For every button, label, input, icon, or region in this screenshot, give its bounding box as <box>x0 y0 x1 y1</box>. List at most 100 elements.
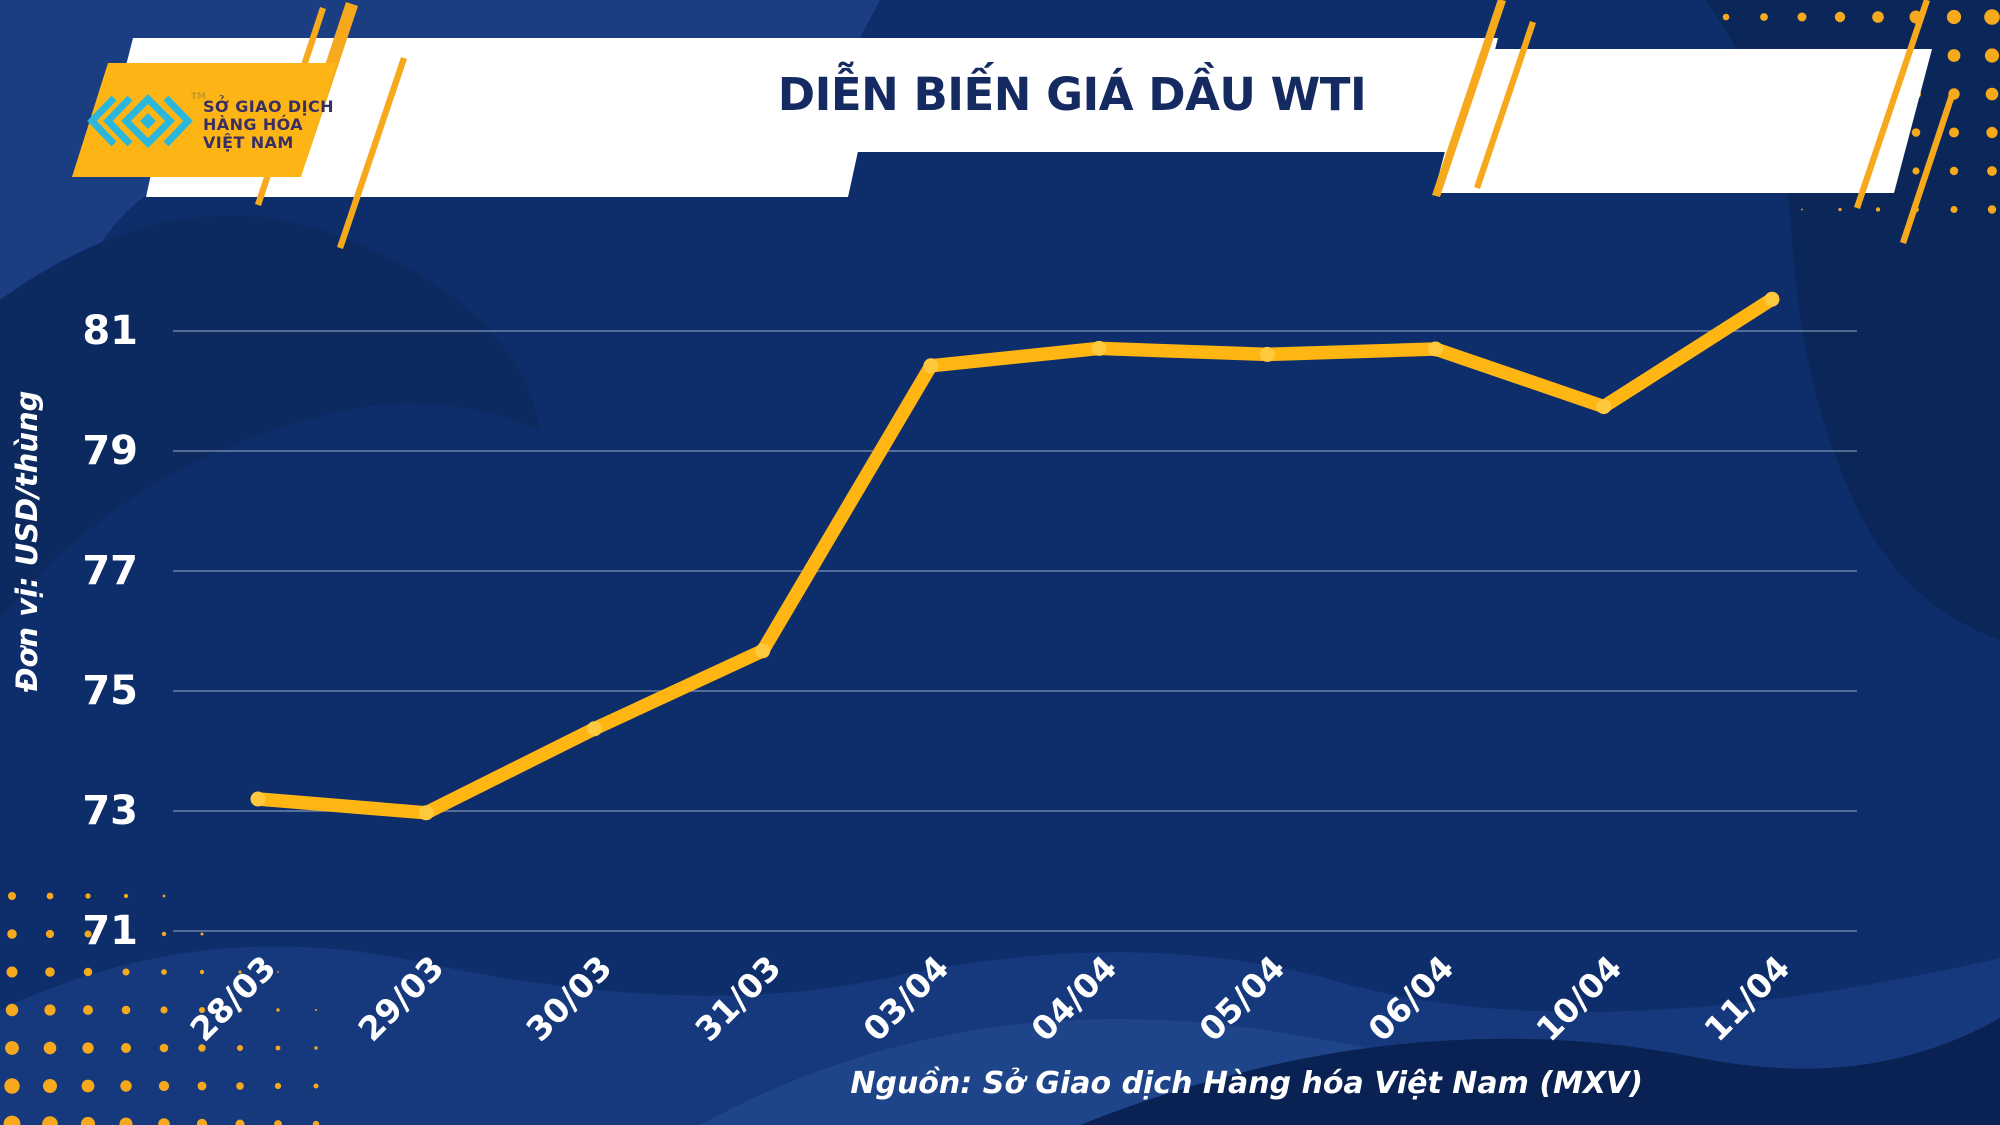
halftone-dot <box>82 1042 94 1054</box>
halftone-dot <box>1911 128 1921 137</box>
halftone-dot <box>237 1045 243 1051</box>
halftone-dot <box>85 893 91 899</box>
halftone-dot <box>1797 12 1807 22</box>
halftone-dot <box>45 929 55 939</box>
halftone-dot <box>1984 9 2000 25</box>
halftone-dot <box>160 1006 168 1014</box>
halftone-dot <box>4 1078 20 1094</box>
halftone-dot <box>315 1009 317 1011</box>
halftone-dot <box>1872 11 1884 23</box>
halftone-dot <box>197 1081 207 1091</box>
halftone-dot <box>1949 166 1959 176</box>
halftone-dot <box>7 929 17 939</box>
data-point-31-03 <box>755 643 771 659</box>
halftone-dot <box>42 1116 58 1125</box>
halftone-grid-bottom-left <box>3 892 320 1125</box>
halftone-dot <box>44 1004 56 1016</box>
halftone-dot <box>120 1080 132 1092</box>
data-point-28-03 <box>250 791 266 807</box>
accent-slash <box>1432 0 1506 197</box>
halftone-dot <box>161 969 167 975</box>
halftone-dot <box>119 1117 133 1125</box>
data-point-30-03 <box>586 721 602 737</box>
halftone-dot <box>199 1007 205 1013</box>
halftone-dot <box>121 1043 131 1053</box>
halftone-dot <box>238 970 242 974</box>
banner-panel-main <box>104 38 1498 152</box>
halftone-dot <box>1947 49 1961 62</box>
banner-panel-right <box>1434 49 1932 193</box>
halftone-dot <box>1986 126 1998 139</box>
data-point-10-04 <box>1596 399 1612 415</box>
mxv-logo-mark <box>87 94 193 148</box>
halftone-dot <box>159 1043 169 1053</box>
halftone-dot <box>81 1079 95 1093</box>
halftone-dot <box>158 1080 170 1092</box>
wti-line-chart <box>173 291 1857 932</box>
halftone-dot <box>80 1116 96 1125</box>
wti-price-line <box>251 292 1779 820</box>
halftone-dot <box>235 1119 245 1125</box>
halftone-dot <box>1984 48 2000 63</box>
halftone-dot <box>83 967 93 977</box>
data-point-11-04 <box>1764 291 1780 307</box>
halftone-dot <box>1985 87 1999 101</box>
halftone-dot <box>314 1046 318 1050</box>
halftone-dot <box>46 892 54 900</box>
halftone-dot <box>1949 127 1959 138</box>
halftone-dot <box>200 932 204 936</box>
halftone-dot <box>196 1118 208 1125</box>
halftone-dot <box>1834 11 1846 23</box>
halftone-dot <box>6 966 18 978</box>
data-point-03-04 <box>923 358 939 374</box>
halftone-dot <box>1875 207 1881 212</box>
halftone-dot <box>121 1005 131 1015</box>
accent-slashes <box>255 0 1955 249</box>
halftone-dot <box>43 1079 57 1093</box>
halftone-dot <box>198 1044 206 1052</box>
halftone-dot <box>84 930 92 938</box>
halftone-dot <box>158 1118 170 1125</box>
halftone-dot <box>123 893 129 899</box>
halftone-dot <box>199 969 205 975</box>
halftone-dot <box>5 1041 19 1055</box>
data-point-05-04 <box>1259 346 1275 362</box>
halftone-dot <box>1912 167 1920 175</box>
halftone-dot <box>1838 207 1842 212</box>
halftone-dot <box>312 1120 320 1125</box>
halftone-dot <box>275 1045 281 1051</box>
halftone-dot <box>1760 13 1768 21</box>
halftone-dot <box>162 894 166 898</box>
halftone-dot <box>274 1120 282 1125</box>
halftone-dot <box>83 1005 93 1015</box>
halftone-dot <box>1946 9 1962 25</box>
halftone-dot <box>122 968 130 976</box>
accent-slash <box>1474 21 1536 189</box>
data-point-04-04 <box>1091 340 1107 356</box>
halftone-dot <box>276 1008 280 1012</box>
halftone-dot <box>274 1082 282 1090</box>
halftone-dot <box>277 971 279 973</box>
halftone-dot <box>236 1082 244 1090</box>
wave-under-logo <box>0 215 540 620</box>
halftone-dot <box>313 1083 319 1089</box>
halftone-dot <box>1722 13 1730 21</box>
halftone-dot <box>3 1115 21 1125</box>
halftone-dot <box>1987 166 1997 176</box>
halftone-dot <box>5 1003 19 1017</box>
halftone-dot <box>1801 208 1803 211</box>
accent-slash <box>337 57 407 249</box>
wave-bottom-right-dark <box>1080 1018 2000 1125</box>
halftone-dot <box>45 967 55 977</box>
data-point-06-04 <box>1428 341 1443 357</box>
halftone-dot <box>161 931 167 937</box>
halftone-dot <box>43 1041 57 1055</box>
halftone-dot <box>1950 206 1958 213</box>
accent-slash <box>1854 0 1930 209</box>
halftone-dot <box>123 931 129 937</box>
data-point-29-03 <box>418 805 434 821</box>
halftone-dot <box>8 892 16 900</box>
accent-slash <box>1900 94 1955 244</box>
